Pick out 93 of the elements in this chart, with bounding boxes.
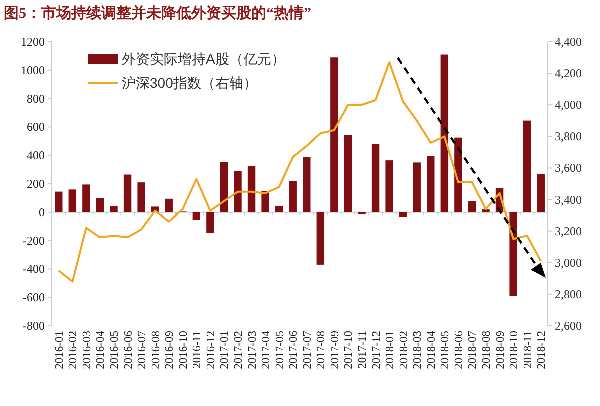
bar xyxy=(96,198,104,212)
legend-label: 沪深300指数（右轴） xyxy=(122,75,258,91)
bar xyxy=(220,162,228,212)
x-tick-label: 2017-04 xyxy=(260,330,273,370)
x-tick-label: 2017-10 xyxy=(343,330,356,370)
x-tick-label: 2018-12 xyxy=(536,330,548,370)
y2-tick-label: 3,400 xyxy=(555,192,582,207)
x-tick-label: 2017-05 xyxy=(274,330,286,370)
bar xyxy=(537,174,545,212)
y-tick-label: 600 xyxy=(27,120,45,134)
y2-tick-label: 3,800 xyxy=(555,130,582,144)
x-tick-label: 2018-02 xyxy=(398,330,410,370)
x-tick-label: 2018-03 xyxy=(412,330,424,370)
bar xyxy=(316,212,325,265)
bar xyxy=(206,212,214,233)
bar xyxy=(303,157,311,212)
y2-tick-label: 3,200 xyxy=(555,224,582,238)
bar xyxy=(234,171,242,212)
bar xyxy=(482,210,490,212)
y-tick-label: 1200 xyxy=(21,35,45,49)
x-tick-label: 2017-01 xyxy=(219,330,232,370)
y-tick-label: 1000 xyxy=(21,63,45,78)
x-tick-label: 2018-04 xyxy=(426,330,438,370)
bar xyxy=(165,198,173,212)
bar xyxy=(192,212,201,220)
y2-tick-label: 4,400 xyxy=(555,35,582,49)
x-tick-label: 2018-06 xyxy=(453,330,466,370)
x-tick-label: 2018-09 xyxy=(494,330,507,370)
y-tick-label: -400 xyxy=(23,262,45,276)
x-tick-label: 2016-04 xyxy=(95,330,108,370)
x-tick-label: 2017-02 xyxy=(233,330,245,370)
x-tick-label: 2016-05 xyxy=(109,330,121,370)
x-tick-label: 2018-10 xyxy=(508,330,521,370)
x-tick-label: 2018-07 xyxy=(467,330,480,370)
x-tick-label: 2017-03 xyxy=(246,330,259,370)
y2-tick-label: 4,000 xyxy=(555,98,582,112)
bar xyxy=(124,174,132,212)
x-tick-label: 2017-09 xyxy=(329,330,342,370)
bar xyxy=(372,144,380,212)
bar xyxy=(110,206,118,212)
x-tick-label: 2017-12 xyxy=(370,330,383,370)
bar xyxy=(468,201,476,212)
x-tick-label: 2016-09 xyxy=(164,330,176,370)
bar xyxy=(55,192,63,212)
chart-title: 图5：市场持续调整并未降低外资买股的“热情” xyxy=(4,4,312,22)
bar xyxy=(262,191,270,212)
y2-tick-label: 3,000 xyxy=(555,256,582,270)
x-tick-label: 2018-11 xyxy=(522,330,534,369)
y2-tick-label: 3,600 xyxy=(555,161,582,176)
y-tick-label: 800 xyxy=(27,92,45,106)
bar xyxy=(248,166,256,212)
bar xyxy=(344,135,352,212)
x-tick-label: 2018-01 xyxy=(384,330,397,370)
bar xyxy=(413,162,421,212)
bar xyxy=(523,120,532,212)
x-tick-label: 2016-11 xyxy=(192,330,204,369)
bar xyxy=(399,212,408,218)
y2-tick-label: 4,200 xyxy=(555,66,582,81)
x-tick-label: 2016-10 xyxy=(178,330,190,370)
bar xyxy=(427,156,435,212)
y-tick-label: -800 xyxy=(23,319,45,333)
y-tick-label: 200 xyxy=(27,177,45,191)
x-tick-label: 2016-07 xyxy=(136,330,149,370)
x-tick-label: 2018-08 xyxy=(481,330,493,370)
x-tick-label: 2017-11 xyxy=(357,330,369,369)
bar xyxy=(82,184,90,212)
x-tick-label: 2018-05 xyxy=(440,330,452,370)
y2-tick-label: 2,600 xyxy=(555,319,582,333)
y-tick-label: 0 xyxy=(39,205,45,220)
x-tick-label: 2016-03 xyxy=(81,330,94,370)
y2-tick-label: 2,800 xyxy=(555,287,582,302)
x-tick-label: 2016-02 xyxy=(68,330,80,370)
bar xyxy=(454,138,462,212)
y-tick-label: -600 xyxy=(23,290,45,305)
y-tick-label: -200 xyxy=(23,234,45,248)
bar xyxy=(330,58,338,212)
x-tick-label: 2016-01 xyxy=(54,330,66,370)
bar xyxy=(386,160,394,212)
x-tick-label: 2016-06 xyxy=(122,330,135,370)
bar xyxy=(358,212,366,215)
x-tick-label: 2017-08 xyxy=(316,330,328,370)
bar xyxy=(275,206,284,212)
x-tick-label: 2017-07 xyxy=(302,330,314,370)
x-tick-label: 2016-12 xyxy=(205,330,218,370)
bar xyxy=(510,212,518,296)
x-tick-label: 2017-06 xyxy=(288,330,300,370)
legend-label: 外资实际增持A股（亿元） xyxy=(122,51,286,67)
bar xyxy=(68,190,77,212)
bar xyxy=(440,54,449,212)
bar xyxy=(138,182,146,212)
x-tick-label: 2016-08 xyxy=(150,330,162,370)
bar xyxy=(289,181,297,212)
y-tick-label: 400 xyxy=(27,148,45,163)
